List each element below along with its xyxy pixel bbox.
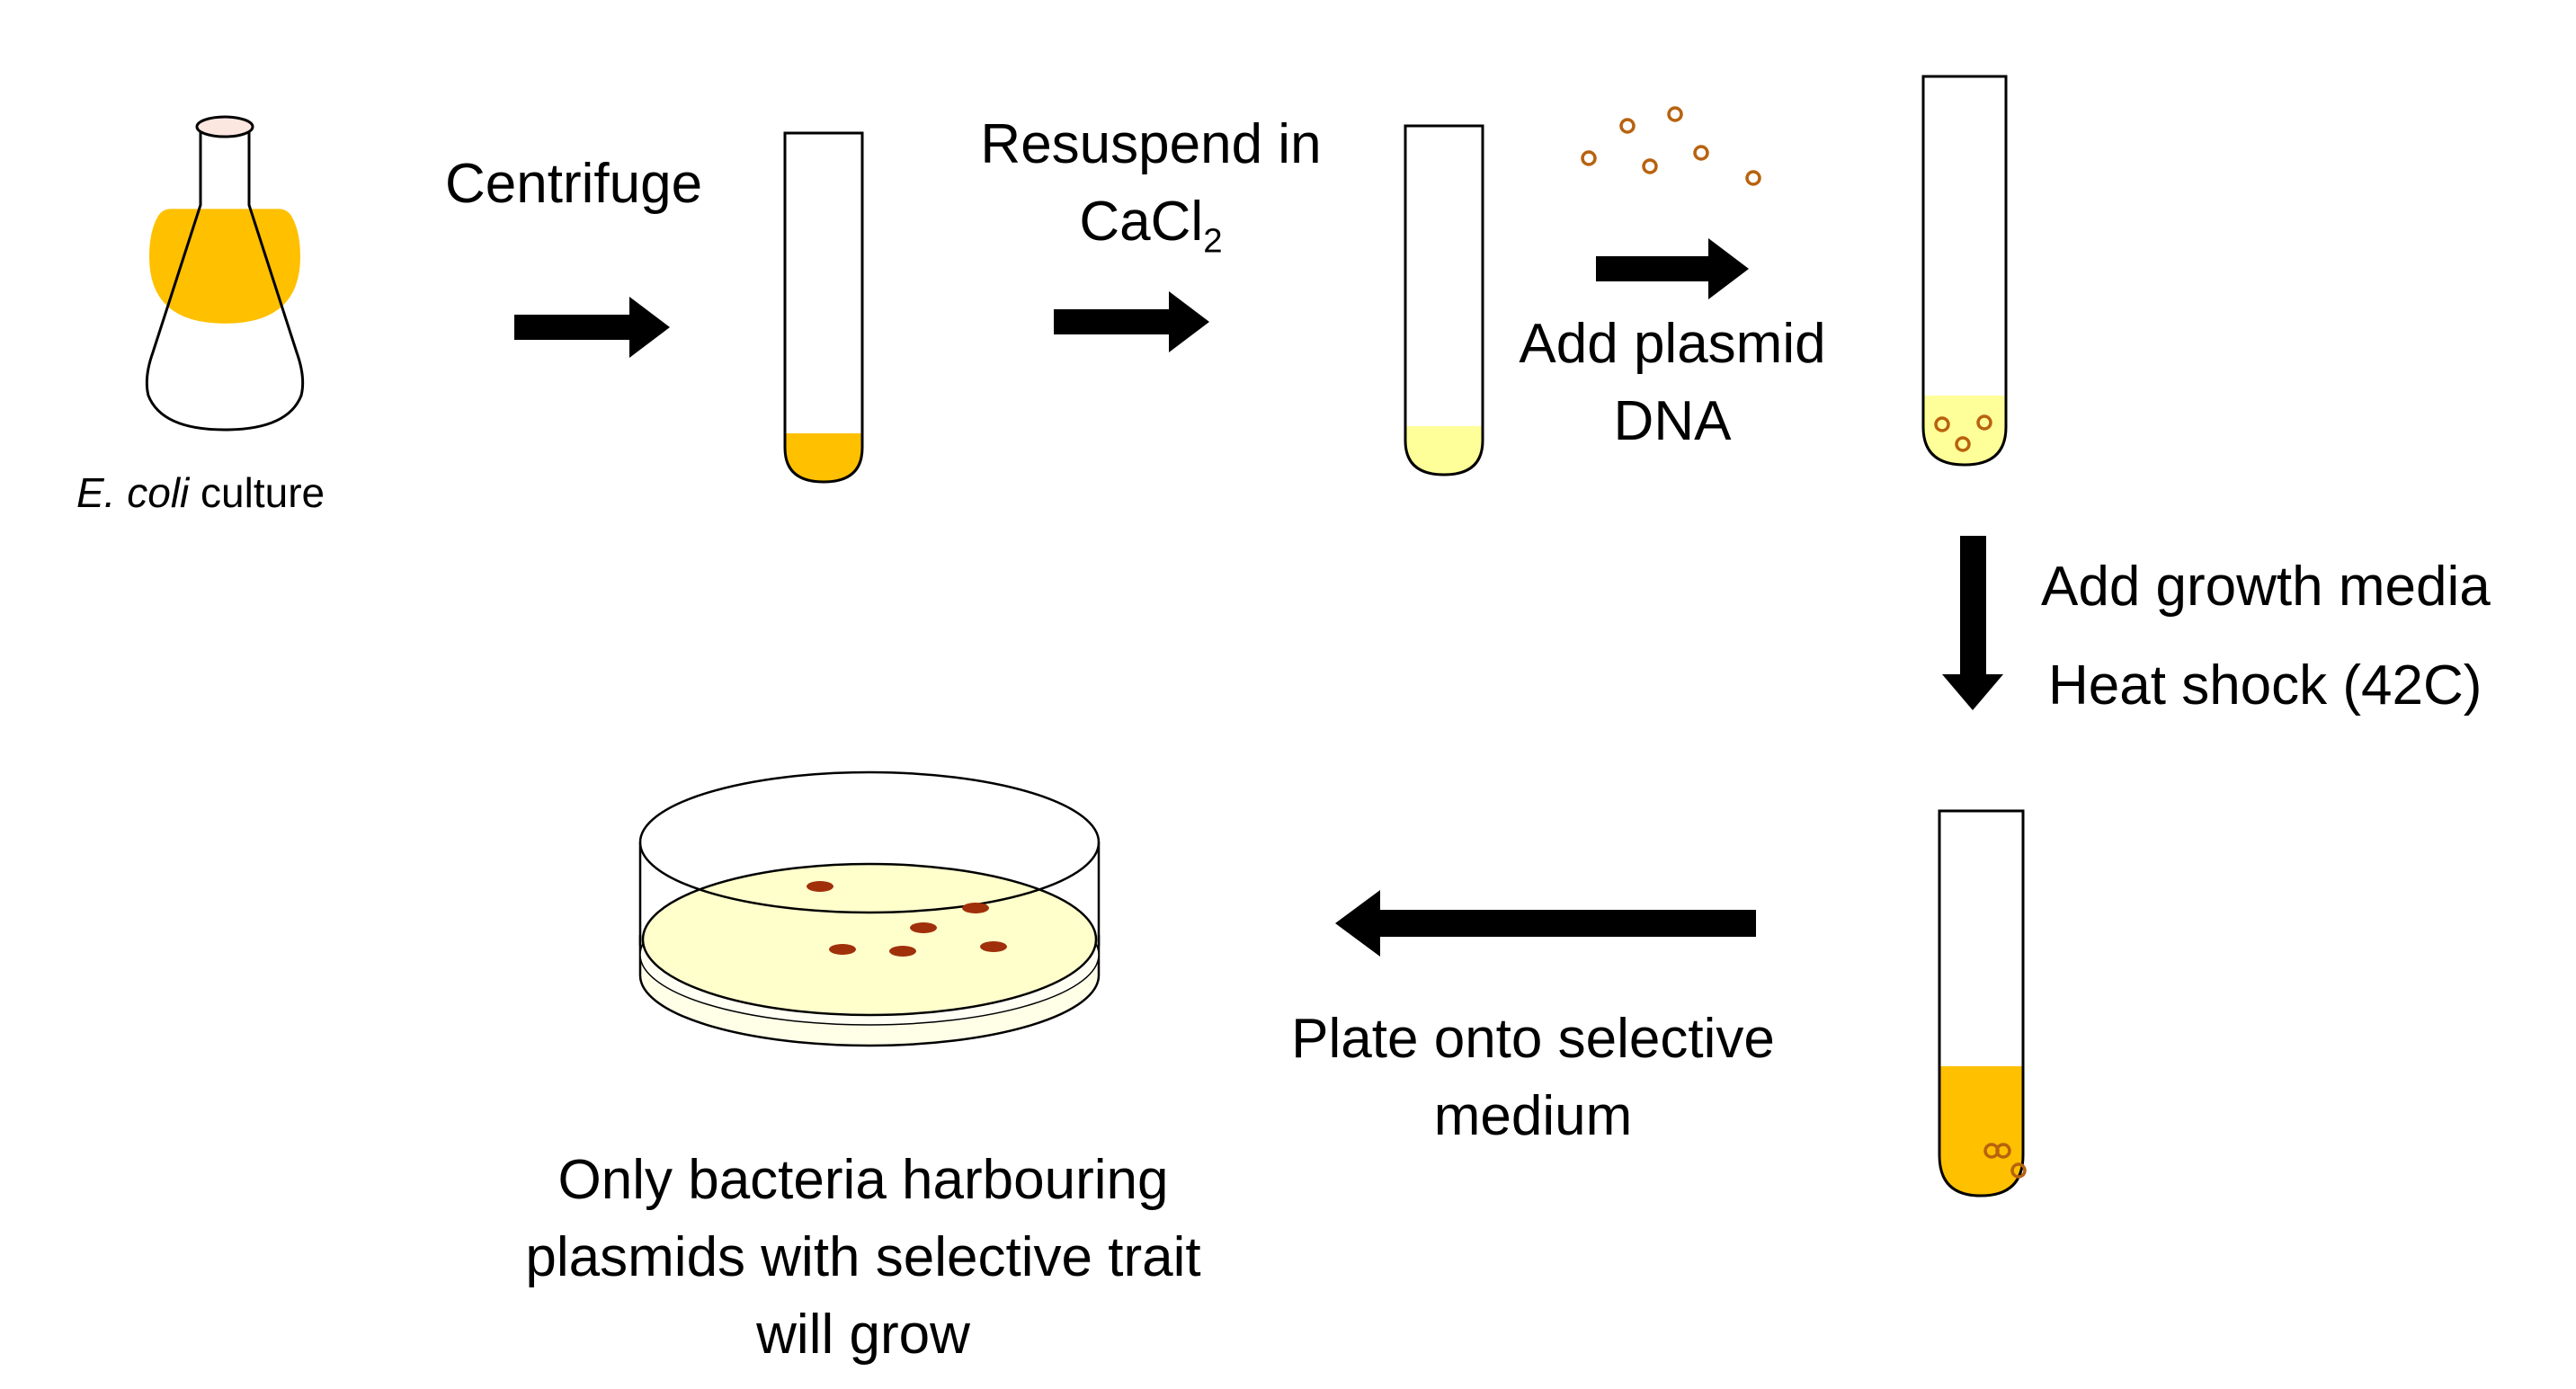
arrow-right-2: [1054, 291, 1209, 352]
result-label: Only bacteria harbouring plasmids with s…: [525, 1149, 1201, 1366]
centrifuge-label: Centrifuge: [445, 153, 703, 215]
heat-shock-label: Heat shock (42C): [2048, 654, 2482, 717]
culture-label: E. coli culture: [76, 469, 325, 516]
petri-dish-icon: [638, 770, 1101, 1047]
tube-growth-media-icon: [1938, 809, 2027, 1198]
arrow-left: [1335, 890, 1756, 957]
add-plasmid-label: Add plasmid DNA: [1519, 313, 1826, 452]
plate-label: Plate onto selective medium: [1291, 1008, 1775, 1147]
arrow-right-1: [514, 297, 670, 358]
bacterial-colonies: [807, 881, 1007, 957]
tube-resuspended-icon: [1404, 124, 1484, 476]
arrow-down: [1942, 536, 2003, 710]
tube-with-plasmid-icon: [1921, 75, 2008, 467]
arrow-right-3: [1596, 238, 1749, 299]
tube-pellet-icon: [783, 131, 864, 484]
plasmid-dna-icon: [1581, 106, 1761, 186]
add-growth-label: Add growth media: [2041, 556, 2491, 618]
resuspend-label: Resuspend in CaCl2: [980, 113, 1322, 261]
flask-icon: [145, 115, 305, 432]
